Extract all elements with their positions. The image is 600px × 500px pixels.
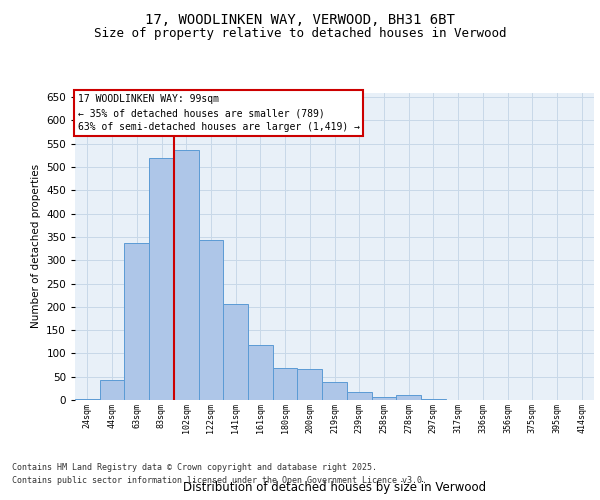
Bar [347,392,371,400]
Bar [223,304,248,400]
Text: Contains public sector information licensed under the Open Government Licence v3: Contains public sector information licen… [12,476,427,485]
Y-axis label: Number of detached properties: Number of detached properties [31,164,41,328]
Bar [273,368,298,400]
Text: 17, WOODLINKEN WAY, VERWOOD, BH31 6BT: 17, WOODLINKEN WAY, VERWOOD, BH31 6BT [145,12,455,26]
Bar [248,344,273,400]
Text: 17 WOODLINKEN WAY: 99sqm
← 35% of detached houses are smaller (789)
63% of semi-: 17 WOODLINKEN WAY: 99sqm ← 35% of detach… [77,94,359,132]
Bar [75,398,100,400]
X-axis label: Distribution of detached houses by size in Verwood: Distribution of detached houses by size … [183,482,486,494]
Bar [298,369,322,400]
Text: Contains HM Land Registry data © Crown copyright and database right 2025.: Contains HM Land Registry data © Crown c… [12,462,377,471]
Bar [322,382,347,400]
Bar [421,399,446,400]
Bar [371,396,396,400]
Text: Size of property relative to detached houses in Verwood: Size of property relative to detached ho… [94,28,506,40]
Bar [124,242,149,400]
Bar [396,396,421,400]
Bar [100,380,124,400]
Bar [149,158,174,400]
Bar [199,240,223,400]
Bar [174,150,199,400]
